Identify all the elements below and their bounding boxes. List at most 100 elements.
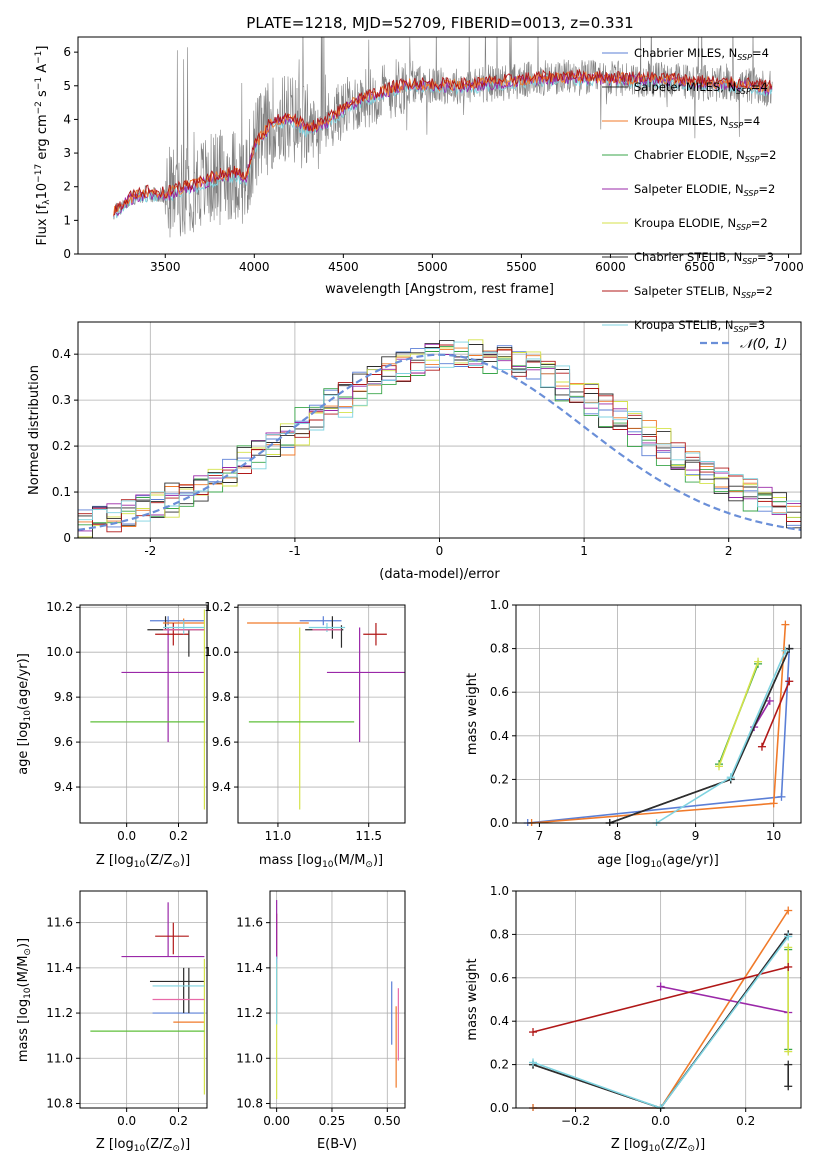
x-axis-label: age [log10(age/yr)] bbox=[597, 853, 719, 870]
y-tick-label: 3 bbox=[63, 146, 71, 160]
data-point bbox=[149, 967, 205, 1014]
data-point bbox=[363, 622, 387, 646]
y-axis-label: mass weight bbox=[465, 673, 480, 755]
error-bars bbox=[247, 616, 405, 810]
axes-frame bbox=[515, 604, 802, 824]
axes-frame bbox=[237, 604, 406, 824]
label-part: )] bbox=[180, 853, 190, 868]
label-part: λ bbox=[42, 199, 52, 205]
legend-text: Chabrier MILES, N bbox=[634, 46, 737, 60]
data-point bbox=[121, 902, 205, 958]
x-tick-label: 0.2 bbox=[169, 1114, 188, 1128]
axes-frame bbox=[79, 604, 208, 824]
y-tick-label: 11.0 bbox=[46, 1051, 73, 1065]
x-tick-label: 0 bbox=[436, 544, 444, 558]
y-tick-label: 0.2 bbox=[490, 772, 509, 786]
x-axis-label: Z [log10(Z/Z⊙)] bbox=[96, 1137, 190, 1154]
legend-entry: Kroupa ELODIE, NSSP=2 bbox=[634, 216, 768, 232]
spectrum-lines bbox=[113, 37, 773, 238]
x-tick-label: 0.0 bbox=[117, 1114, 136, 1128]
legend-tail: =3 bbox=[748, 318, 765, 332]
label-part: erg cm bbox=[35, 114, 50, 163]
histogram-series bbox=[78, 341, 801, 527]
x-axis-label: E(B-V) bbox=[317, 1137, 357, 1152]
legend-sub: SSP bbox=[736, 223, 751, 232]
y-tick-label: 11.0 bbox=[236, 1051, 263, 1065]
error-bars bbox=[276, 900, 399, 1099]
x-tick-label: 4500 bbox=[328, 260, 359, 274]
legend-tail: =2 bbox=[751, 216, 768, 230]
y-tick-label: 0.3 bbox=[52, 393, 71, 407]
x-tick-label: 4000 bbox=[239, 260, 270, 274]
legend-entry: Kroupa MILES, NSSP=4 bbox=[634, 114, 760, 130]
y-axis-label: Normed distribution bbox=[27, 365, 42, 495]
panel-mass-vs-EBV: 0.00 0.25 0.50 10.8 11.0 11.2 11.4 11.6 E(B-V) bbox=[236, 890, 406, 1152]
panel-mass-weight-vs-Z: −0.2 0.0 0.2 0.0 0.2 0.4 0.6 0.8 1.0 mass weight Z… bbox=[465, 884, 802, 1154]
y-tick-label: 9.6 bbox=[212, 735, 231, 749]
x-tick-label: 5000 bbox=[417, 260, 448, 274]
x-tick-label: 7 bbox=[536, 829, 544, 843]
y-tick-label: 0.4 bbox=[490, 1014, 509, 1028]
y-tick-label: 11.2 bbox=[236, 1006, 263, 1020]
y-tick-label: 11.6 bbox=[46, 916, 73, 930]
legend-sub: SSP bbox=[742, 257, 757, 266]
legend-sub: SSP bbox=[736, 87, 751, 96]
label-part: 10 bbox=[134, 1144, 146, 1154]
x-tick-label: 3500 bbox=[150, 260, 181, 274]
axes-frame bbox=[269, 890, 406, 1109]
y-tick-label: 0.1 bbox=[52, 485, 71, 499]
panel-mass-vs-Z: 0.0 0.210.811.011.211.411.6Z [log10(Z/Z⊙)… bbox=[16, 890, 208, 1154]
legend-tail: =2 bbox=[760, 148, 777, 162]
legend-tail: =4 bbox=[752, 46, 769, 60]
y-tick-label: 0.4 bbox=[52, 347, 71, 361]
data-point bbox=[299, 616, 342, 626]
legend-text: Salpeter ELODIE, N bbox=[634, 182, 744, 196]
axes-frame bbox=[515, 890, 802, 1109]
histogram-series bbox=[78, 340, 801, 538]
y-tick-label: 6 bbox=[63, 45, 71, 59]
y-tick-label: 10.0 bbox=[46, 645, 73, 659]
error-bars bbox=[90, 609, 206, 810]
data-point bbox=[121, 627, 205, 743]
y-tick-label: 10.2 bbox=[46, 600, 73, 614]
label-part: )] bbox=[16, 938, 31, 948]
x-axis-label: Z [log10(Z/Z⊙)] bbox=[96, 853, 190, 870]
x-tick-label: -2 bbox=[144, 544, 156, 558]
y-axis-label: Flux [fλ10−17 erg cm−2 s−1 A−1] bbox=[34, 46, 52, 246]
legend-sub: SSP bbox=[741, 291, 756, 300]
data-point bbox=[162, 620, 205, 635]
x-axis-label: Z [log10(Z/Z⊙)] bbox=[611, 1137, 705, 1154]
axes-frame bbox=[77, 36, 802, 255]
label-part: 10 bbox=[23, 710, 33, 722]
y-tick-label: 0.4 bbox=[490, 729, 509, 743]
histogram-series bbox=[78, 339, 801, 538]
weight-series-line bbox=[718, 661, 759, 767]
label-part: ⊙ bbox=[172, 1144, 180, 1154]
normal-distribution-curve bbox=[78, 353, 801, 531]
y-tick-label: 2 bbox=[63, 180, 71, 194]
legend-entry: Kroupa STELIB, NSSP=3 bbox=[634, 318, 765, 334]
y-tick-label: 9.8 bbox=[54, 690, 73, 704]
label-part: ⊙ bbox=[365, 860, 373, 870]
label-part: 10 bbox=[650, 860, 662, 870]
legend-sub: SSP bbox=[734, 325, 749, 334]
x-axis-label: (data-model)/error bbox=[379, 567, 500, 582]
panel-residual-histogram: -2 -1 0 1 2 0 0.1 0.2 0.3 0.4 (data-model)/error No… bbox=[27, 321, 802, 582]
panel-spectrum: 3500 4000 4500 5000 5500 6000 6500 7000 0 1 2 3 4 5 6 w… bbox=[34, 36, 804, 334]
y-axis-label: mass [log10(M/M⊙)] bbox=[16, 938, 33, 1062]
y-tick-label: 0.8 bbox=[490, 642, 509, 656]
model-spectrum-line bbox=[113, 69, 773, 216]
label-part: (age/yr)] bbox=[662, 853, 719, 868]
legend-sub: SSP bbox=[729, 121, 744, 130]
legend-tail: =3 bbox=[757, 250, 774, 264]
x-axis-label: mass [log10(M/M⊙)] bbox=[259, 853, 383, 870]
legend-text: Salpeter STELIB, N bbox=[634, 284, 741, 298]
y-tick-label: 9.4 bbox=[54, 780, 73, 794]
label-part: (M/M bbox=[334, 853, 366, 868]
label-part: )] bbox=[180, 1137, 190, 1152]
label-part: 10 bbox=[134, 860, 146, 870]
label-part: ⊙ bbox=[172, 860, 180, 870]
label-part: Z [log bbox=[96, 853, 134, 868]
legend-text: Salpeter MILES, N bbox=[634, 80, 736, 94]
